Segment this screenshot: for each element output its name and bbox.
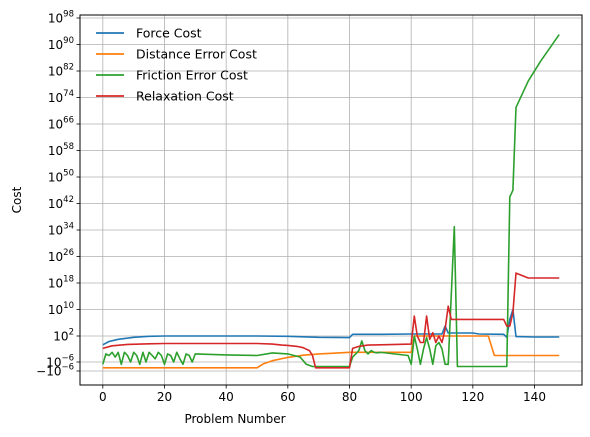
x-axis-label: Problem Number: [184, 412, 285, 426]
legend-label: Friction Error Cost: [136, 68, 248, 83]
y-tick-label: −10−6: [36, 363, 74, 379]
y-tick-label: 1034: [48, 222, 74, 238]
y-tick-label: 1074: [48, 89, 74, 105]
legend: Force Cost Distance Error Cost Friction Er…: [96, 26, 257, 104]
y-tick-label: 1082: [48, 63, 74, 79]
y-tick-label: 1010: [48, 301, 74, 317]
series-lines: [102, 34, 560, 369]
x-tick-label: 60: [280, 390, 295, 404]
y-tick-label: 1050: [48, 169, 74, 185]
x-tick-label: 140: [523, 390, 546, 404]
series-line-relaxation-cost: [102, 272, 560, 369]
y-tick-label: 10−6: [46, 354, 74, 370]
x-tick-label: 40: [219, 390, 234, 404]
x-tick-label: 80: [342, 390, 357, 404]
y-tick-label: 1058: [48, 142, 74, 158]
plot-frame: [79, 14, 583, 386]
y-tick-label: 1042: [48, 195, 74, 211]
series-line-force-cost: [102, 308, 560, 346]
legend-label: Relaxation Cost: [136, 89, 234, 104]
legend-label: Distance Error Cost: [136, 47, 257, 62]
y-axis-label: Cost: [10, 186, 24, 213]
series-line-distance-error-cost: [102, 335, 560, 369]
x-tick-label: 120: [461, 390, 484, 404]
y-tick-label: 102: [53, 328, 74, 344]
x-tick-label: 0: [99, 390, 107, 404]
y-tick-label: 1090: [48, 36, 74, 52]
y-tick-label: 1018: [48, 275, 74, 291]
y-tick-label: 1098: [48, 10, 74, 26]
ticks: 0 20 40 60 80 100 120 140 1098 1090 1082 1074 1066 10…: [36, 10, 546, 405]
y-tick-label: 1066: [48, 116, 74, 132]
y-tick-label: 1026: [48, 248, 74, 264]
series-line-friction-error-cost: [102, 34, 560, 368]
legend-label: Force Cost: [136, 26, 202, 41]
x-tick-label: 100: [400, 390, 423, 404]
x-tick-label: 20: [157, 390, 172, 404]
grid: [80, 15, 582, 385]
